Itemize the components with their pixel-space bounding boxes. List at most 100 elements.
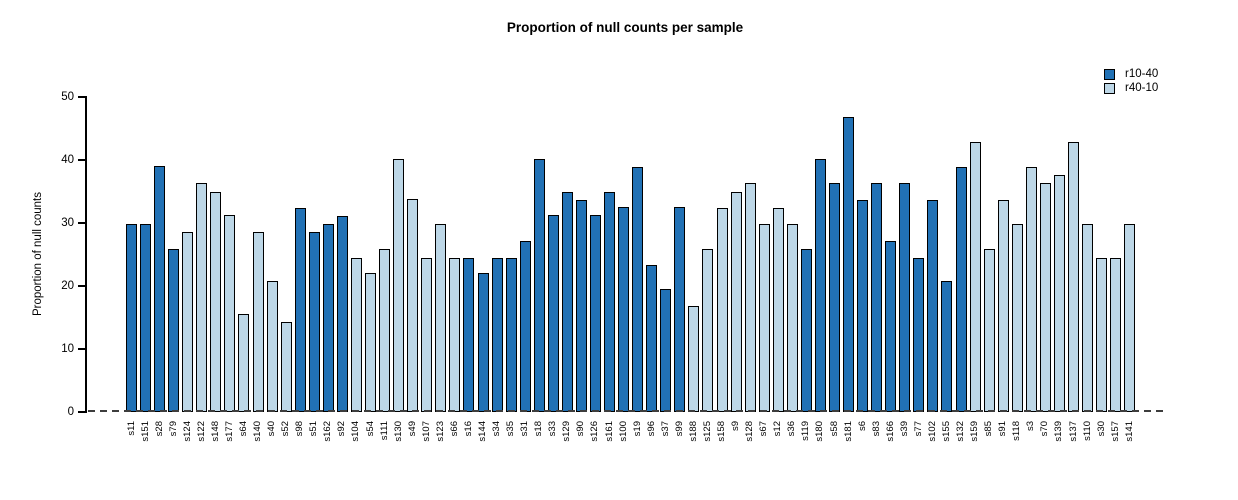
x-label-s104: s104 (350, 421, 362, 442)
x-label-s67: s67 (758, 421, 770, 437)
bar-s166 (885, 240, 897, 412)
bar-s180 (814, 159, 826, 412)
bar-s132 (955, 166, 967, 412)
x-label-s19: s19 (631, 421, 643, 437)
bar-s85 (983, 248, 995, 412)
y-tick-mark (78, 285, 85, 287)
bar-s141 (1124, 224, 1136, 412)
bar-s102 (927, 199, 939, 412)
bar-s39 (899, 183, 911, 412)
x-label-s107: s107 (420, 421, 432, 442)
x-label-s139: s139 (1053, 421, 1065, 442)
bar-s49 (407, 199, 419, 412)
x-label-s18: s18 (533, 421, 545, 437)
x-label-s11: s11 (125, 421, 137, 436)
x-label-s188: s188 (687, 421, 699, 442)
x-label-s128: s128 (744, 421, 756, 442)
bar-s107 (421, 257, 433, 412)
bar-s110 (1082, 224, 1094, 412)
bar-s77 (913, 257, 925, 412)
bar-s139 (1053, 175, 1065, 412)
x-label-s64: s64 (237, 421, 249, 437)
x-label-s70: s70 (1039, 421, 1051, 437)
y-tick-label: 30 (61, 216, 74, 229)
x-label-s141: s141 (1123, 421, 1135, 442)
bar-s91 (997, 199, 1009, 412)
x-label-s33: s33 (547, 421, 559, 437)
bar-s12 (772, 207, 784, 412)
x-label-s39: s39 (898, 421, 910, 437)
bar-s90 (575, 199, 587, 412)
y-tick-label: 40 (61, 153, 74, 166)
x-label-s151: s151 (139, 421, 151, 442)
bar-s92 (336, 216, 348, 412)
bar-s125 (702, 248, 714, 412)
bar-s100 (618, 207, 630, 412)
legend: r10-40 r40-10 (1104, 67, 1158, 95)
x-label-s132: s132 (955, 421, 967, 442)
x-label-s155: s155 (940, 421, 952, 442)
bar-s128 (744, 183, 756, 412)
bar-s158 (716, 207, 728, 412)
legend-item-r40-10: r40-10 (1104, 81, 1158, 95)
x-label-s83: s83 (870, 421, 882, 437)
bar-s118 (1011, 224, 1023, 412)
x-label-s111: s111 (378, 421, 390, 441)
zero-baseline (88, 410, 1165, 412)
x-label-s99: s99 (673, 421, 685, 437)
y-axis-label: Proportion of null counts (32, 191, 44, 317)
bar-s124 (182, 232, 194, 412)
bar-s28 (154, 166, 166, 412)
bar-s96 (646, 265, 658, 412)
bar-s34 (491, 257, 503, 412)
x-label-s177: s177 (223, 421, 235, 442)
x-label-s49: s49 (406, 421, 418, 437)
x-label-s100: s100 (617, 421, 629, 442)
y-tick-mark (78, 96, 85, 98)
bar-s3 (1025, 166, 1037, 412)
bar-s144 (477, 273, 489, 412)
x-label-s158: s158 (716, 421, 728, 442)
x-label-s130: s130 (392, 421, 404, 442)
bar-s30 (1096, 257, 1108, 412)
y-tick-label: 20 (61, 279, 74, 292)
x-label-s181: s181 (842, 421, 854, 442)
bar-s18 (533, 158, 545, 412)
x-label-s162: s162 (322, 421, 334, 442)
bar-s104 (350, 257, 362, 412)
x-label-s129: s129 (561, 421, 573, 442)
x-label-s110: s110 (1081, 421, 1093, 441)
bar-s58 (829, 183, 840, 412)
x-label-s161: s161 (603, 421, 615, 442)
bar-s51 (308, 232, 320, 412)
bar-s54 (365, 273, 377, 412)
bar-s161 (604, 191, 616, 412)
x-label-s166: s166 (884, 421, 896, 442)
x-label-s6: s6 (856, 421, 868, 432)
x-label-s119: s119 (800, 421, 812, 441)
bar-s11 (126, 224, 137, 412)
y-axis-line (85, 96, 87, 413)
x-label-s140: s140 (252, 421, 264, 442)
bar-s35 (505, 257, 517, 412)
y-tick-label: 10 (61, 342, 74, 355)
bar-s111 (379, 248, 391, 412)
legend-swatch-light-icon (1104, 82, 1115, 94)
bar-s31 (519, 240, 531, 412)
x-label-s52: s52 (280, 421, 292, 437)
bar-s162 (322, 224, 334, 412)
bar-s122 (196, 183, 208, 412)
x-label-s36: s36 (786, 421, 798, 437)
bar-s129 (561, 191, 573, 412)
x-label-s54: s54 (364, 421, 376, 437)
y-tick-label: 50 (61, 90, 74, 103)
bar-s177 (224, 215, 236, 412)
y-tick-label: 0 (67, 405, 74, 418)
x-label-s122: s122 (195, 421, 207, 442)
x-label-s102: s102 (926, 421, 938, 442)
bar-s37 (660, 289, 672, 412)
bar-s140 (252, 232, 264, 412)
bar-s6 (857, 199, 869, 412)
x-label-s85: s85 (983, 421, 995, 437)
